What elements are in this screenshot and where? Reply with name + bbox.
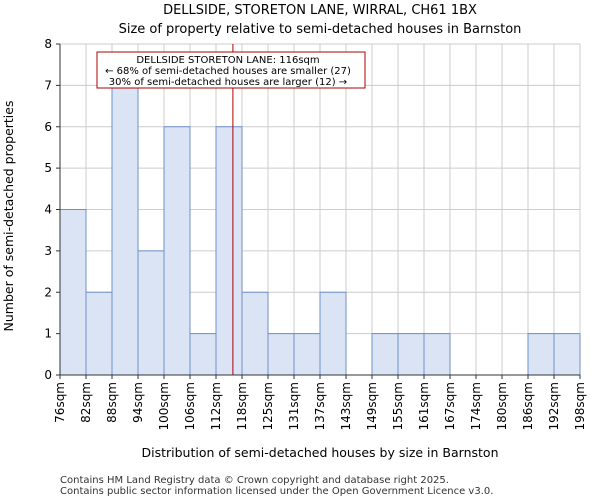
x-tick-label: 118sqm (235, 382, 249, 430)
y-tick-label: 4 (44, 203, 52, 217)
x-tick-label: 112sqm (209, 382, 223, 430)
y-tick-label: 6 (44, 120, 52, 134)
histogram-bar (189, 333, 217, 376)
footer-line-1: Contains HM Land Registry data © Crown c… (60, 475, 449, 486)
chart-title: DELLSIDE, STORETON LANE, WIRRAL, CH61 1B… (163, 3, 477, 18)
x-tick-label: 198sqm (573, 382, 587, 430)
x-axis-label: Distribution of semi-detached houses by … (142, 445, 499, 460)
x-tick-label: 106sqm (183, 382, 197, 430)
x-tick-label: 100sqm (157, 382, 171, 430)
histogram-bar (85, 291, 113, 376)
x-tick-label: 174sqm (469, 382, 483, 430)
x-tick-label: 131sqm (287, 382, 301, 430)
y-tick-label: 7 (44, 78, 52, 92)
y-tick-label: 3 (44, 244, 52, 258)
annotation-line: ← 68% of semi-detached houses are smalle… (105, 66, 351, 77)
x-tick-label: 88sqm (105, 382, 119, 423)
histogram-bar (397, 333, 425, 376)
annotation-box (96, 51, 366, 89)
x-tick-label: 192sqm (547, 382, 561, 430)
x-tick-label: 137sqm (313, 382, 327, 430)
histogram-bar (423, 333, 451, 376)
y-tick-label: 1 (44, 327, 52, 341)
histogram-bar (319, 291, 347, 376)
histogram-bar (553, 333, 581, 376)
chart-subtitle: Size of property relative to semi-detach… (119, 22, 522, 37)
x-tick-label: 180sqm (495, 382, 509, 430)
histogram-bar (59, 209, 87, 376)
y-axis-label: Number of semi-detached properties (1, 101, 16, 332)
x-tick-label: 82sqm (79, 382, 93, 423)
histogram-bar (371, 333, 399, 376)
y-tick-label: 8 (44, 37, 52, 51)
histogram-bar (527, 333, 555, 376)
x-tick-label: 161sqm (417, 382, 431, 430)
annotation-line: 30% of semi-detached houses are larger (… (109, 77, 347, 88)
y-tick-label: 5 (44, 161, 52, 175)
histogram-bar (163, 126, 191, 376)
x-tick-label: 125sqm (261, 382, 275, 430)
y-tick-label: 0 (44, 368, 52, 382)
histogram-bar (241, 291, 269, 376)
footer-line-2: Contains public sector information licen… (60, 486, 493, 497)
histogram-bar (215, 126, 243, 376)
annotation-line: DELLSIDE STORETON LANE: 116sqm (136, 55, 319, 66)
x-tick-label: 155sqm (391, 382, 405, 430)
x-tick-label: 149sqm (365, 382, 379, 430)
x-tick-label: 143sqm (339, 382, 353, 430)
x-tick-label: 167sqm (443, 382, 457, 430)
histogram-bar (267, 333, 295, 376)
histogram-bar (293, 333, 321, 376)
y-tick-label: 2 (44, 285, 52, 299)
x-tick-label: 94sqm (131, 382, 145, 423)
x-tick-label: 76sqm (53, 382, 67, 423)
histogram-bar (137, 250, 165, 376)
x-tick-label: 186sqm (521, 382, 535, 430)
histogram-bar (111, 84, 139, 376)
